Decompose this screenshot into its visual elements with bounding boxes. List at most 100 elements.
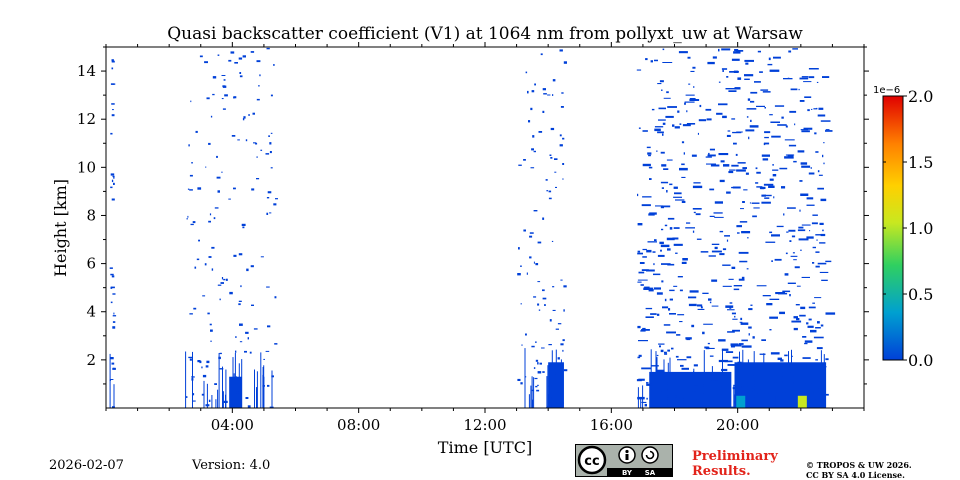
signal-patch bbox=[736, 169, 746, 172]
signal-patch bbox=[542, 297, 547, 300]
signal-patch bbox=[783, 213, 785, 216]
signal-patch bbox=[111, 198, 115, 201]
signal-patch bbox=[539, 362, 542, 365]
signal-patch bbox=[273, 64, 275, 66]
signal-patch bbox=[815, 151, 819, 153]
signal-patch bbox=[228, 59, 232, 62]
signal-patch bbox=[212, 76, 217, 79]
signal-patch bbox=[681, 176, 686, 178]
signal-patch bbox=[733, 142, 737, 145]
signal-patch bbox=[194, 266, 197, 269]
signal-patch bbox=[800, 162, 808, 165]
signal-patch bbox=[111, 103, 115, 105]
signal-patch bbox=[681, 261, 687, 264]
signal-patch bbox=[737, 232, 740, 234]
signal-patch bbox=[190, 223, 194, 226]
signal-patch bbox=[697, 308, 705, 310]
signal-streak bbox=[752, 375, 754, 408]
signal-patch bbox=[779, 391, 789, 393]
signal-patch bbox=[266, 47, 270, 50]
signal-patch bbox=[221, 277, 224, 280]
signal-patch bbox=[688, 378, 692, 380]
signal-patch bbox=[681, 367, 689, 370]
signal-streak bbox=[655, 351, 657, 408]
signal-patch bbox=[813, 336, 824, 339]
signal-patch bbox=[709, 148, 715, 151]
signal-patch bbox=[799, 180, 803, 182]
preliminary-line-1: Preliminary bbox=[692, 449, 778, 464]
signal-patch bbox=[721, 348, 729, 351]
signal-patch bbox=[636, 379, 642, 382]
signal-patch bbox=[722, 115, 727, 119]
signal-streak bbox=[271, 370, 273, 408]
signal-patch bbox=[767, 63, 773, 66]
signal-patch bbox=[702, 331, 705, 335]
signal-patch bbox=[681, 200, 686, 203]
signal-patch bbox=[821, 279, 828, 281]
signal-patch bbox=[746, 108, 757, 110]
signal-patch bbox=[684, 102, 686, 105]
signal-patch bbox=[779, 311, 785, 315]
signal-patch bbox=[700, 393, 706, 396]
signal-patch bbox=[823, 162, 825, 165]
signal-patch bbox=[700, 306, 703, 309]
signal-patch bbox=[739, 221, 748, 223]
signal-patch bbox=[718, 339, 726, 342]
signal-streak bbox=[711, 366, 713, 408]
signal-patch bbox=[225, 278, 228, 281]
signal-patch bbox=[686, 338, 691, 341]
signal-patch bbox=[648, 289, 654, 292]
signal-patch bbox=[221, 171, 223, 173]
signal-patch bbox=[535, 385, 538, 388]
signal-patch bbox=[646, 397, 648, 400]
signal-patch bbox=[638, 340, 648, 342]
signal-patch bbox=[793, 374, 803, 377]
signal-streak bbox=[547, 365, 549, 408]
x-tick-label: 04:00 bbox=[211, 416, 254, 434]
signal-patch bbox=[825, 312, 836, 315]
signal-patch bbox=[642, 256, 647, 258]
signal-streak bbox=[772, 380, 774, 408]
signal-patch bbox=[208, 142, 211, 145]
signal-patch bbox=[788, 394, 793, 398]
signal-patch bbox=[712, 393, 718, 395]
signal-streak bbox=[254, 369, 255, 408]
signal-patch bbox=[644, 403, 647, 407]
signal-patch bbox=[781, 186, 786, 189]
signal-patch bbox=[112, 321, 116, 323]
signal-patch bbox=[266, 286, 270, 288]
signal-patch bbox=[685, 227, 695, 229]
signal-patch bbox=[110, 301, 113, 304]
signal-patch bbox=[189, 174, 193, 177]
signal-patch bbox=[727, 331, 735, 333]
signal-patch bbox=[761, 339, 766, 341]
signal-patch bbox=[111, 286, 115, 289]
signal-patch bbox=[246, 268, 249, 272]
signal-streak bbox=[679, 387, 681, 408]
signal-patch bbox=[760, 89, 769, 91]
signal-patch bbox=[661, 187, 664, 189]
signal-patch bbox=[782, 290, 791, 293]
measurement-period-1 bbox=[109, 59, 117, 408]
signal-patch bbox=[533, 367, 536, 369]
signal-patch bbox=[760, 391, 769, 394]
signal-patch bbox=[562, 178, 564, 180]
signal-patch bbox=[270, 132, 273, 134]
signal-patch bbox=[729, 307, 732, 309]
signal-patch bbox=[801, 364, 807, 367]
signal-patch bbox=[533, 261, 535, 264]
signal-streak bbox=[548, 395, 550, 408]
signal-patch bbox=[529, 235, 533, 238]
signal-patch bbox=[753, 207, 760, 209]
signal-patch bbox=[238, 303, 241, 306]
signal-patch bbox=[819, 222, 824, 225]
signal-patch bbox=[551, 240, 554, 242]
signal-patch bbox=[815, 399, 824, 401]
signal-patch bbox=[736, 225, 742, 228]
signal-patch bbox=[233, 254, 237, 257]
signal-patch bbox=[239, 323, 243, 326]
signal-patch bbox=[695, 213, 701, 216]
signal-patch bbox=[657, 254, 665, 257]
signal-patch bbox=[817, 114, 826, 117]
signal-patch bbox=[733, 51, 741, 54]
